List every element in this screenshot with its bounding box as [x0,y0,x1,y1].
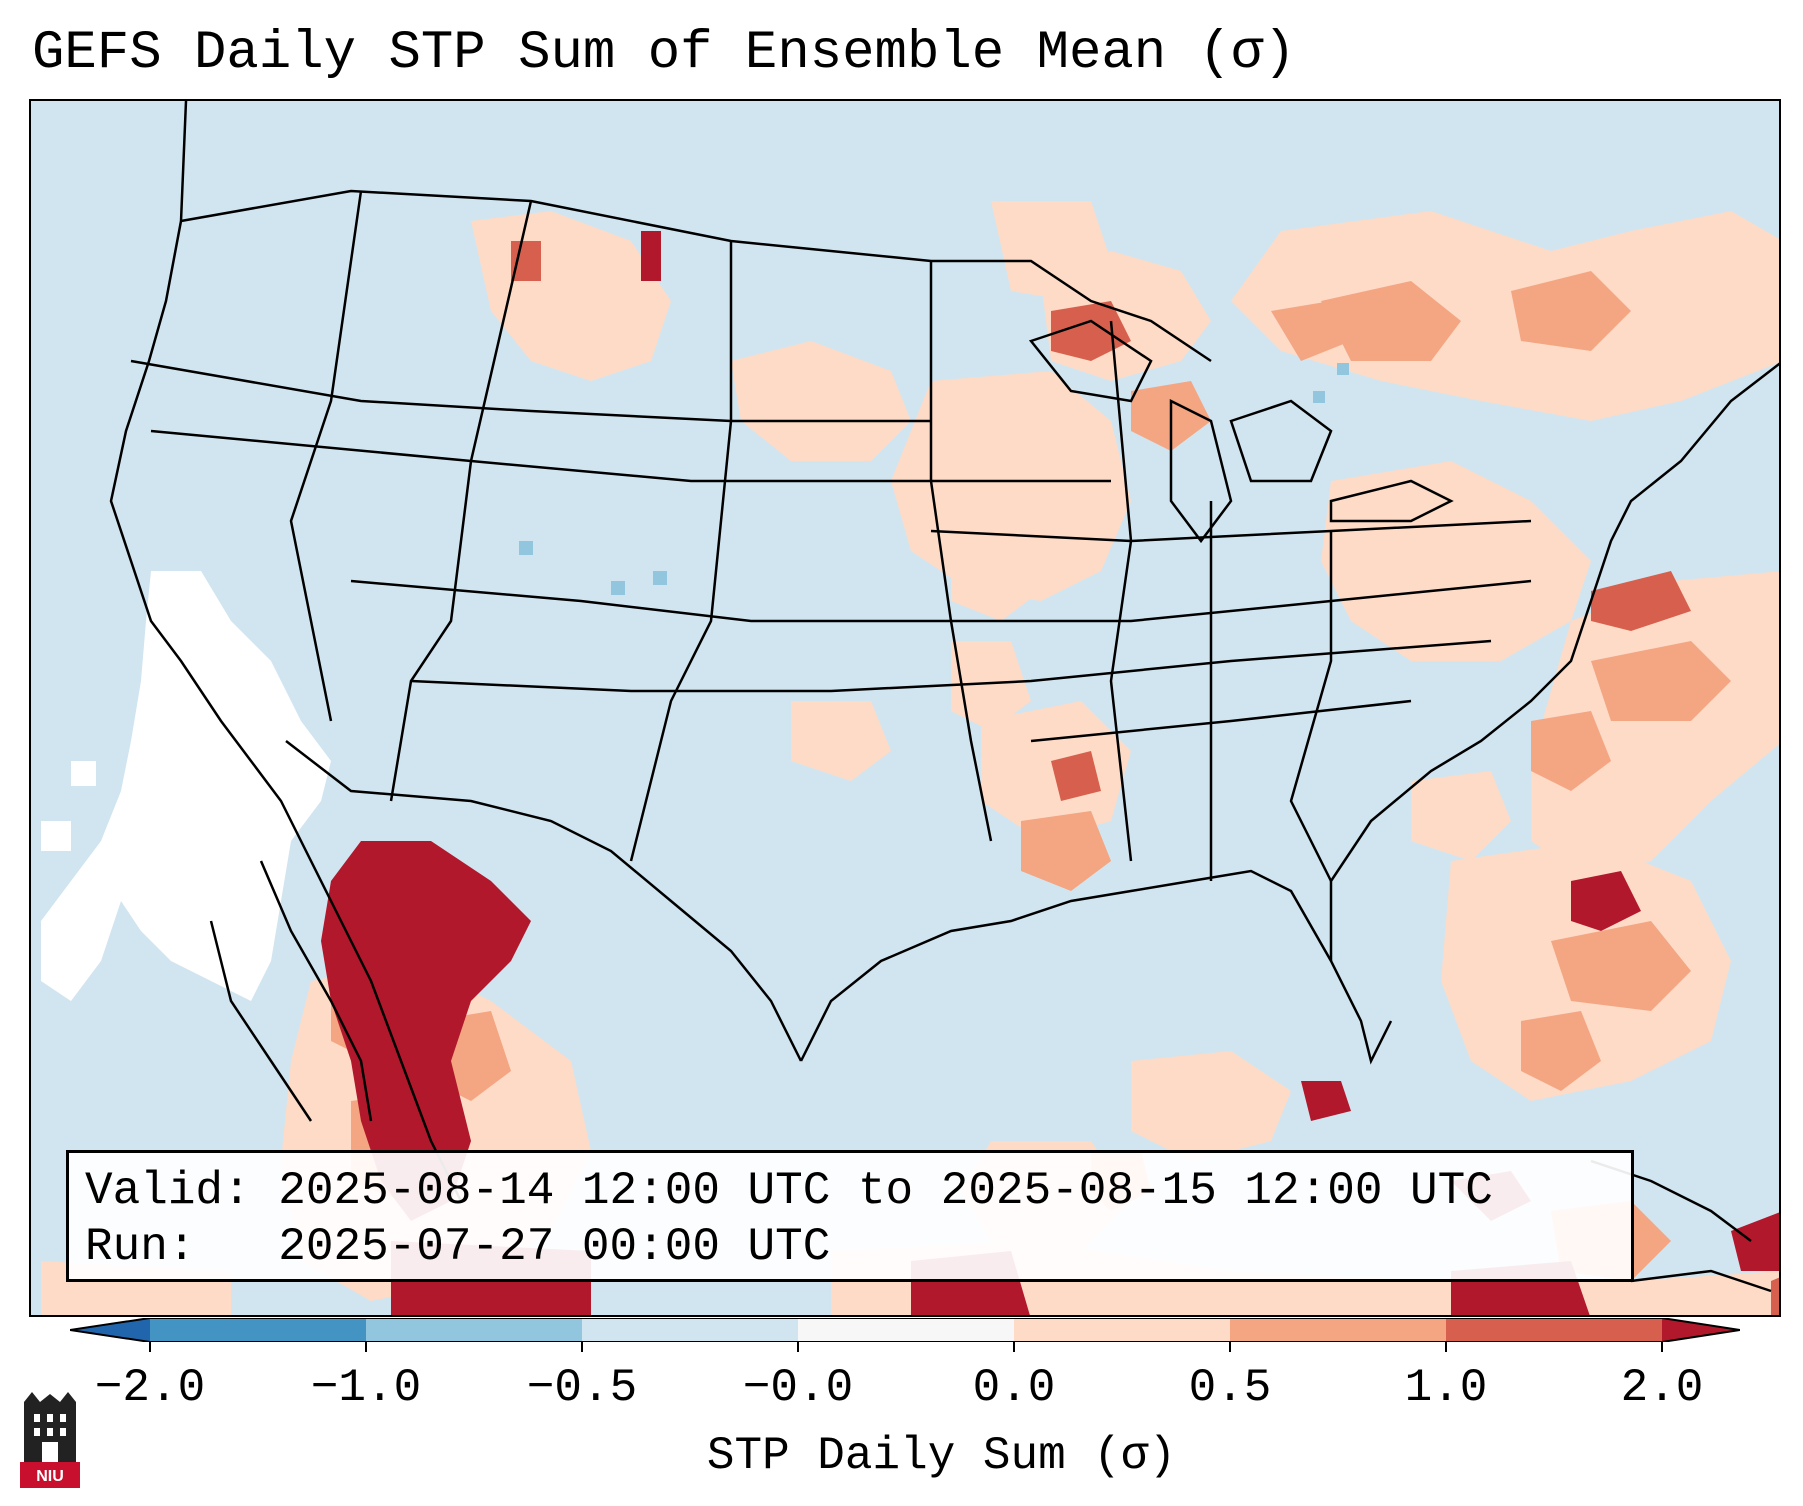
colorbar-tick-label: 0.0 [972,1362,1056,1414]
colorbar-tick-label: −0.5 [526,1362,638,1414]
run-label: Run: [85,1221,196,1273]
map-panel [29,99,1781,1317]
colorbar-tick [365,1342,367,1352]
colorbar-bin-neg2-neg1 [150,1318,366,1342]
colorbar-tick [1661,1342,1663,1352]
no-data-region [41,571,331,1001]
stp-negative-pixels [519,363,1349,595]
colorbar-tick-label: 0.5 [1188,1362,1272,1414]
run-value: 2025-07-27 00:00 UTC [278,1221,831,1273]
colorbar-bin-05-1 [1230,1318,1446,1342]
colorbar-title: STP Daily Sum (σ) [706,1430,1177,1482]
colorbar-tick-label: −0.0 [742,1362,854,1414]
colorbar-bin-neg1-neg05 [366,1318,582,1342]
colorbar-tick [1013,1342,1015,1352]
logo-tower-top [24,1392,76,1402]
colorbar-tick [1445,1342,1447,1352]
colorbar-bin-0-05 [1014,1318,1230,1342]
logo-text: NIU [36,1468,64,1485]
colorbar-under-arrow [70,1318,150,1342]
colorbar-bin-neg05-0 [582,1318,798,1342]
colorbar-bin-zero [798,1318,1014,1342]
valid-run-info-box: Valid: 2025-08-14 12:00 UTC to 2025-08-1… [66,1150,1634,1282]
map-title: GEFS Daily STP Sum of Ensemble Mean (σ) [32,23,1296,84]
colorbar-tick-label: −1.0 [310,1362,422,1414]
colorbar-tick [797,1342,799,1352]
niu-logo-icon: NIU [20,1392,80,1488]
map-svg [31,101,1779,1315]
colorbar-tick [1229,1342,1231,1352]
colorbar-bin-1-2 [1446,1318,1662,1342]
colorbar-tick-label: −2.0 [94,1362,206,1414]
logo-banner [20,1462,80,1488]
political-boundaries [109,101,1779,1293]
valid-value: 2025-08-14 12:00 UTC to 2025-08-15 12:00… [278,1165,1493,1217]
colorbar-tick-label: 1.0 [1404,1362,1488,1414]
valid-label: Valid: [85,1165,251,1217]
colorbar-over-arrow [1662,1318,1740,1342]
colorbar-tick-label: 2.0 [1620,1362,1704,1414]
colorbar-tick [581,1342,583,1352]
colorbar [70,1318,1740,1342]
colorbar-tick [149,1342,151,1352]
